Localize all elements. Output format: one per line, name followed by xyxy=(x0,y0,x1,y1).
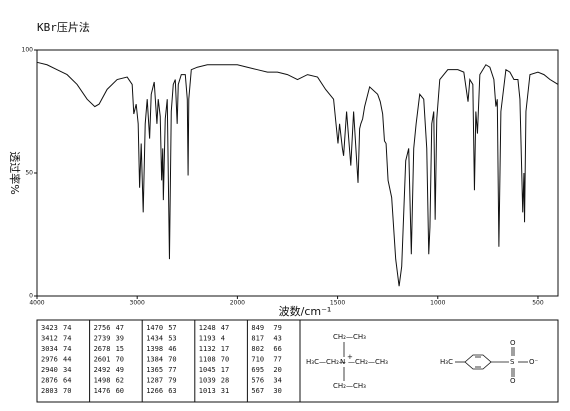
transmittance-cell: 17 xyxy=(221,366,229,374)
wavenumber-cell: 1365 xyxy=(146,366,163,374)
transmittance-cell: 64 xyxy=(63,377,71,385)
transmittance-cell: 47 xyxy=(116,324,124,332)
wavenumber-cell: 1476 xyxy=(94,387,111,395)
wavenumber-cell: 849 xyxy=(251,324,264,332)
wavenumber-cell: 1039 xyxy=(199,377,216,385)
transmittance-cell: 57 xyxy=(168,324,176,332)
y-tick-label: 100 xyxy=(22,47,34,54)
structure-label: H₃C xyxy=(440,358,453,366)
wavenumber-cell: 1384 xyxy=(146,356,163,364)
transmittance-cell: 70 xyxy=(168,356,176,364)
wavenumber-cell: 2940 xyxy=(41,366,58,374)
x-tick-label: 1500 xyxy=(330,300,345,307)
transmittance-cell: 17 xyxy=(221,345,229,353)
wavenumber-cell: 1266 xyxy=(146,387,163,395)
wavenumber-cell: 802 xyxy=(251,345,264,353)
structure-label: + xyxy=(347,353,353,361)
transmittance-cell: 77 xyxy=(273,356,281,364)
x-axis-label: 波数/cm⁻¹ xyxy=(279,305,332,318)
transmittance-cell: 47 xyxy=(221,324,229,332)
wavenumber-cell: 1248 xyxy=(199,324,216,332)
transmittance-cell: 74 xyxy=(63,335,71,343)
wavenumber-cell: 2756 xyxy=(94,324,111,332)
wavenumber-cell: 1287 xyxy=(146,377,163,385)
transmittance-cell: 4 xyxy=(221,335,225,343)
wavenumber-cell: 1132 xyxy=(199,345,216,353)
transmittance-cell: 44 xyxy=(63,356,71,364)
wavenumber-cell: 2976 xyxy=(41,356,58,364)
wavenumber-cell: 2492 xyxy=(94,366,111,374)
transmittance-cell: 20 xyxy=(273,366,281,374)
transmittance-cell: 28 xyxy=(221,377,229,385)
wavenumber-cell: 3412 xyxy=(41,335,58,343)
y-tick-label: 50 xyxy=(25,170,33,177)
structure-label: O xyxy=(510,377,516,385)
structure-bonds xyxy=(343,342,528,381)
transmittance-cell: 70 xyxy=(63,387,71,395)
structure-label: CH₂—CH₃ xyxy=(333,382,366,390)
wavenumber-cell: 1470 xyxy=(146,324,163,332)
transmittance-cell: 34 xyxy=(63,366,71,374)
transmittance-cell: 31 xyxy=(221,387,229,395)
wavenumber-cell: 2739 xyxy=(94,335,111,343)
wavenumber-cell: 3423 xyxy=(41,324,58,332)
transmittance-cell: 77 xyxy=(168,366,176,374)
transmittance-cell: 79 xyxy=(168,377,176,385)
transmittance-cell: 74 xyxy=(63,324,71,332)
wavenumber-cell: 2876 xyxy=(41,377,58,385)
transmittance-cell: 63 xyxy=(168,387,176,395)
structure-label: H₃C—CH₂— xyxy=(306,358,346,366)
wavenumber-cell: 1498 xyxy=(94,377,111,385)
wavenumber-cell: 695 xyxy=(251,366,264,374)
transmittance-cell: 62 xyxy=(116,377,124,385)
wavenumber-cell: 1193 xyxy=(199,335,216,343)
transmittance-cell: 79 xyxy=(273,324,281,332)
x-tick-label: 2000 xyxy=(230,300,245,307)
wavenumber-cell: 2601 xyxy=(94,356,111,364)
transmittance-cell: 46 xyxy=(168,345,176,353)
table-frame xyxy=(36,319,559,403)
transmittance-cell: 70 xyxy=(221,356,229,364)
transmittance-cell: 43 xyxy=(273,335,281,343)
x-tick-label: 500 xyxy=(532,300,544,307)
transmittance-cell: 66 xyxy=(273,345,281,353)
x-tick-label: 1000 xyxy=(430,300,445,307)
wavenumber-cell: 1013 xyxy=(199,387,216,395)
chart-title: KBr压片法 xyxy=(37,20,90,34)
wavenumber-cell: 1108 xyxy=(199,356,216,364)
y-axis-label: 透过率% xyxy=(8,151,22,194)
wavenumber-cell: 1434 xyxy=(146,335,163,343)
wavenumber-cell: 1045 xyxy=(199,366,216,374)
transmittance-cell: 34 xyxy=(273,377,281,385)
structure-label: N xyxy=(340,358,345,366)
transmittance-cell: 53 xyxy=(168,335,176,343)
structure-label: CH₂—CH₃ xyxy=(333,333,366,341)
x-tick-label: 3000 xyxy=(130,300,145,307)
transmittance-cell: 60 xyxy=(116,387,124,395)
x-tick-label: 4000 xyxy=(29,300,44,307)
wavenumber-cell: 1398 xyxy=(146,345,163,353)
wavenumber-cell: 710 xyxy=(251,356,264,364)
transmittance-cell: 15 xyxy=(116,345,124,353)
structure-label: S xyxy=(510,358,515,366)
transmittance-cell: 74 xyxy=(63,345,71,353)
wavenumber-cell: 817 xyxy=(251,335,264,343)
y-tick-label: 0 xyxy=(29,293,33,300)
structure-label: O⁻ xyxy=(529,358,539,366)
transmittance-cell: 39 xyxy=(116,335,124,343)
wavenumber-cell: 2678 xyxy=(94,345,111,353)
structure-label: —CH₂—CH₃ xyxy=(348,358,388,366)
transmittance-cell: 30 xyxy=(273,387,281,395)
spectrum-line xyxy=(36,61,559,287)
transmittance-cell: 49 xyxy=(116,366,124,374)
transmittance-cell: 70 xyxy=(116,356,124,364)
wavenumber-cell: 2803 xyxy=(41,387,58,395)
structure-label: O xyxy=(510,339,516,347)
wavenumber-cell: 576 xyxy=(251,377,264,385)
wavenumber-cell: 3034 xyxy=(41,345,58,353)
wavenumber-cell: 567 xyxy=(251,387,264,395)
